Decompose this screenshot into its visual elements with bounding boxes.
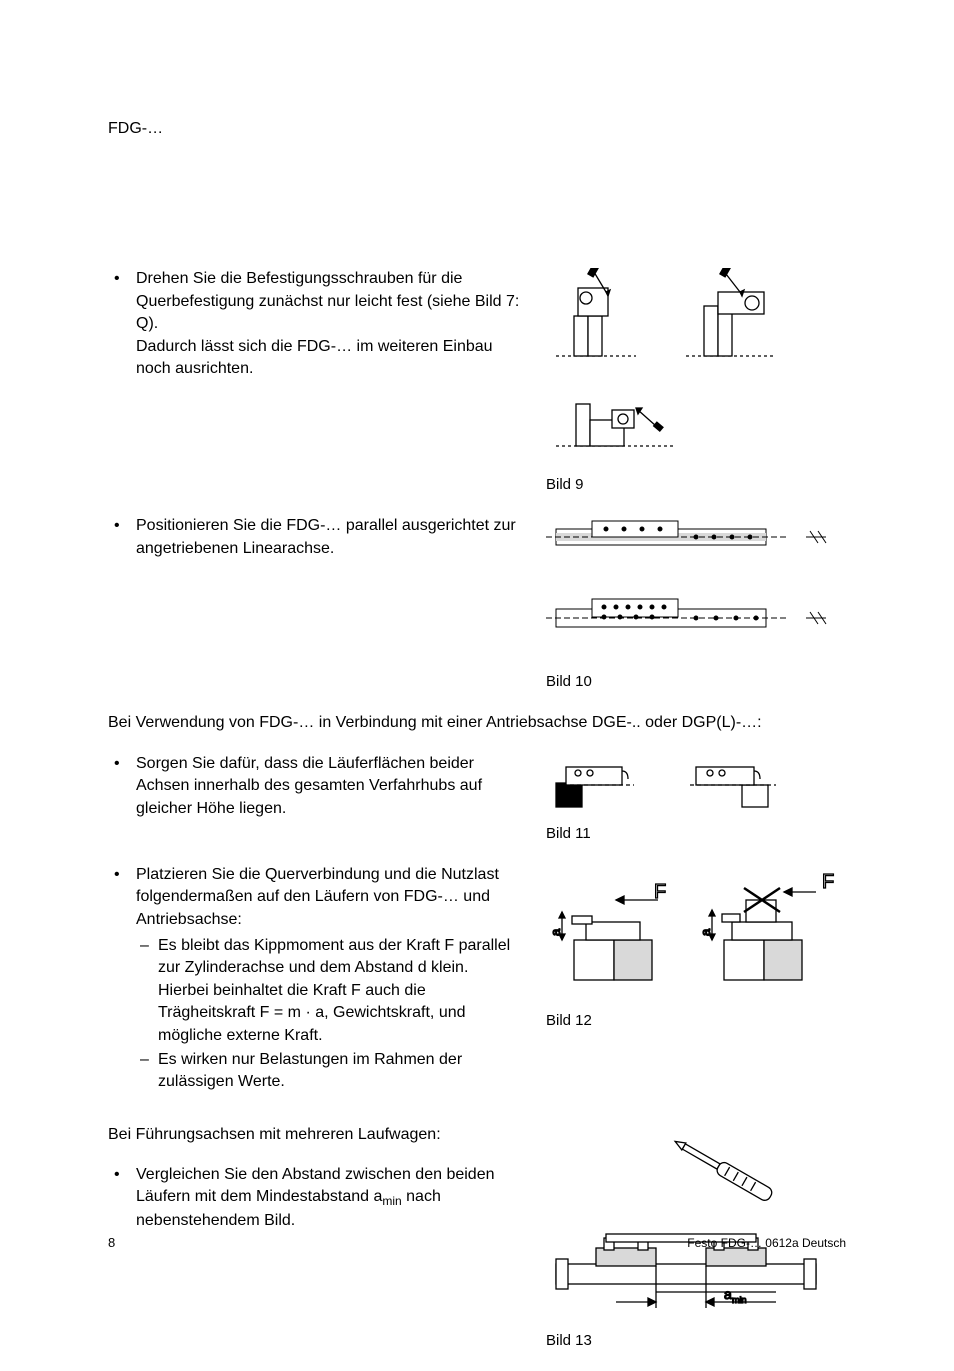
bullet-3: Sorgen Sie dafür, dass die Läuferflächen…	[108, 753, 522, 820]
footer-text: Festo FDG-… 0612a Deutsch	[687, 1235, 846, 1252]
bullet-4-lead: Platzieren Sie die Querverbindung und di…	[136, 866, 499, 928]
fig12-right-F: F	[822, 871, 834, 893]
figure-13-caption: Bild 13	[546, 1330, 846, 1351]
bullet-2: Positionieren Sie die FDG-… parallel aus…	[108, 515, 522, 560]
fig13-a-sub: min	[732, 1295, 747, 1305]
figure-11: Bild 11	[546, 753, 846, 844]
fig13-a-label: a	[724, 1286, 732, 1302]
page-number: 8	[108, 1234, 115, 1252]
figure-12-caption: Bild 12	[546, 1010, 846, 1031]
bullet-4-block: Platzieren Sie die Querverbindung und di…	[108, 864, 522, 1104]
multi-carriage-para: Bei Führungsachsen mit mehreren Laufwage…	[108, 1124, 522, 1146]
bullet-1-block: Drehen Sie die Befestigungsschrauben für…	[108, 268, 522, 495]
bullet-1-line-1: Drehen Sie die Befestigungsschrauben für…	[136, 270, 519, 332]
bullet-4-dash-1a: Es bleibt das Kippmoment aus der Kraft F…	[158, 937, 510, 976]
fig12-left-a: a	[548, 928, 563, 936]
bullet-1-line-2: Dadurch lässt sich die FDG-… im weiteren…	[136, 338, 493, 377]
figure-11-caption: Bild 11	[546, 823, 846, 844]
bullet-5: Vergleichen Sie den Abstand zwischen den…	[108, 1164, 522, 1233]
figure-12: a F	[546, 864, 846, 1104]
figure-9-caption: Bild 9	[546, 474, 846, 495]
fig12-left-F: F	[654, 881, 666, 903]
fig12-right-a: a	[698, 928, 713, 936]
bullet-5-block: Bei Führungsachsen mit mehreren Laufwage…	[108, 1124, 522, 1351]
figure-10: Bild 10	[546, 515, 846, 692]
bullet-4-dash-2: Es wirken nur Belastungen im Rahmen der …	[136, 1049, 522, 1094]
intro-paragraph: Bei Verwendung von FDG-… in Verbindung m…	[108, 712, 846, 734]
page-header-model: FDG-…	[108, 118, 846, 140]
figure-9: Bild 9	[546, 268, 846, 495]
bullet-4-dash-1b: Hierbei beinhaltet die Kraft F auch die …	[158, 982, 466, 1044]
bullet-2-block: Positionieren Sie die FDG-… parallel aus…	[108, 515, 522, 692]
figure-10-caption: Bild 10	[546, 671, 846, 692]
bullet-3-block: Sorgen Sie dafür, dass die Läuferflächen…	[108, 753, 522, 844]
